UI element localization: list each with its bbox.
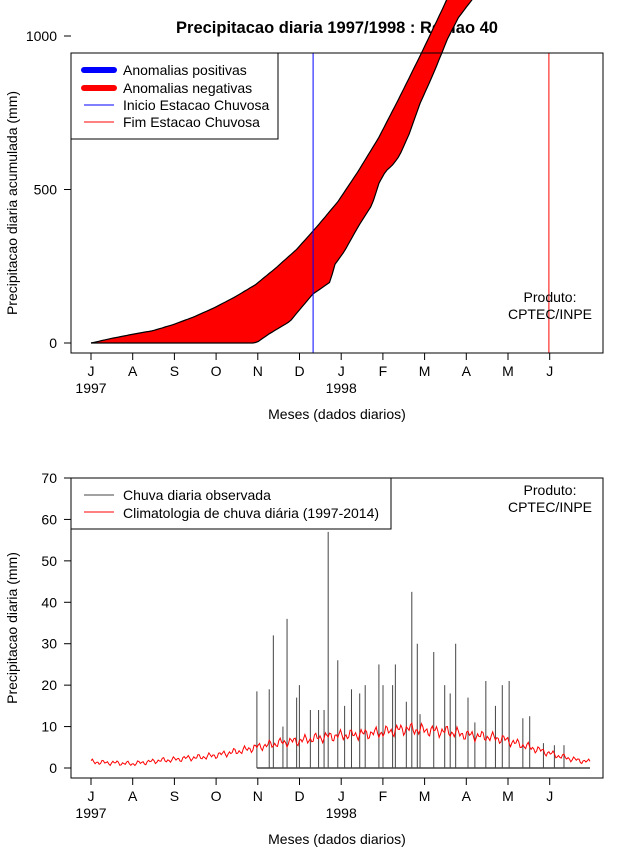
- x-tick-label: S: [170, 788, 179, 804]
- year-label: 1998: [326, 380, 357, 396]
- product-note-line2: CPTEC/INPE: [508, 306, 592, 322]
- product-note-line1: Produto:: [524, 482, 577, 498]
- x-tick-label: J: [88, 363, 95, 379]
- product-note-line1: Produto:: [524, 289, 577, 305]
- y-tick-label: 60: [41, 511, 57, 527]
- y-axis-label: Precipitacao diaria (mm): [4, 552, 20, 704]
- figure-title: Precipitacao diaria 1997/1998 : Regiao 4…: [176, 19, 498, 37]
- legend-label-observed: Chuva diaria observada: [123, 487, 271, 503]
- season-markers: [312, 53, 550, 353]
- y-tick-label: 0: [49, 760, 57, 776]
- y-tick-label: 1000: [26, 28, 57, 44]
- x-axis-label: Meses (dados diarios): [268, 831, 406, 847]
- legend: Anomalias positivas Anomalias negativas …: [70, 52, 279, 140]
- x-tick-label: J: [546, 363, 553, 379]
- y-tick-label: 70: [41, 470, 57, 486]
- legend-label-season-end: Fim Estacao Chuvosa: [123, 114, 260, 130]
- x-tick-label: D: [294, 788, 304, 804]
- climatology-line: [90, 722, 591, 767]
- x-tick-label: J: [88, 788, 95, 804]
- x-tick-label: O: [211, 788, 222, 804]
- legend-label-positive: Anomalias positivas: [123, 62, 247, 78]
- plot-frame: [70, 52, 604, 354]
- x-tick-label: A: [128, 363, 138, 379]
- x-tick-label: F: [379, 363, 388, 379]
- legend-label-climatology: Climatologia de chuva diária (1997-2014): [123, 505, 379, 521]
- x-tick-label: M: [419, 363, 431, 379]
- observed-rain-bars: [256, 531, 591, 769]
- y-axis: 050010001500: [26, 28, 71, 351]
- x-tick-label: D: [294, 363, 304, 379]
- x-tick-label: M: [502, 363, 514, 379]
- anomaly-fills: [91, 0, 472, 343]
- cumulative-series: [90, 0, 473, 344]
- y-tick-label: 500: [34, 182, 58, 198]
- x-tick-label: M: [419, 788, 431, 804]
- legend-label-season-start: Inicio Estacao Chuvosa: [123, 97, 270, 113]
- x-tick-label: S: [170, 363, 179, 379]
- x-tick-label: A: [462, 788, 472, 804]
- climatology-series: [90, 722, 591, 767]
- x-tick-label: O: [211, 363, 222, 379]
- product-note-line2: CPTEC/INPE: [508, 499, 592, 515]
- x-tick-label: M: [502, 788, 514, 804]
- y-tick-label: 50: [41, 553, 57, 569]
- x-tick-label: N: [253, 363, 263, 379]
- negative-anomaly-area: [91, 0, 472, 343]
- x-tick-label: N: [253, 788, 263, 804]
- year-label: 1997: [75, 380, 106, 396]
- legend-box: [70, 477, 392, 530]
- x-axis-label: Meses (dados diarios): [268, 406, 406, 422]
- x-tick-label: J: [546, 788, 553, 804]
- x-tick-label: A: [462, 363, 472, 379]
- x-tick-label: J: [338, 363, 345, 379]
- y-tick-label: 30: [41, 636, 57, 652]
- y-tick-label: 20: [41, 677, 57, 693]
- y-axis: 0 10 20 30 40 50 60 70: [41, 470, 71, 776]
- y-tick-label: 10: [41, 719, 57, 735]
- x-tick-label: J: [338, 788, 345, 804]
- year-label: 1998: [326, 805, 357, 821]
- x-tick-label: A: [128, 788, 138, 804]
- year-label: 1997: [75, 805, 106, 821]
- y-axis-label: Precipitacao diaria acumulada (mm): [4, 91, 20, 315]
- observed-cumulative-line: [91, 0, 473, 344]
- climatology-cumulative-line: [90, 0, 448, 344]
- y-tick-label: 0: [49, 335, 57, 351]
- legend: Chuva diaria observada Climatologia de c…: [70, 477, 392, 530]
- y-tick-label: 40: [41, 594, 57, 610]
- legend-label-negative: Anomalias negativas: [123, 80, 252, 96]
- x-tick-label: F: [379, 788, 388, 804]
